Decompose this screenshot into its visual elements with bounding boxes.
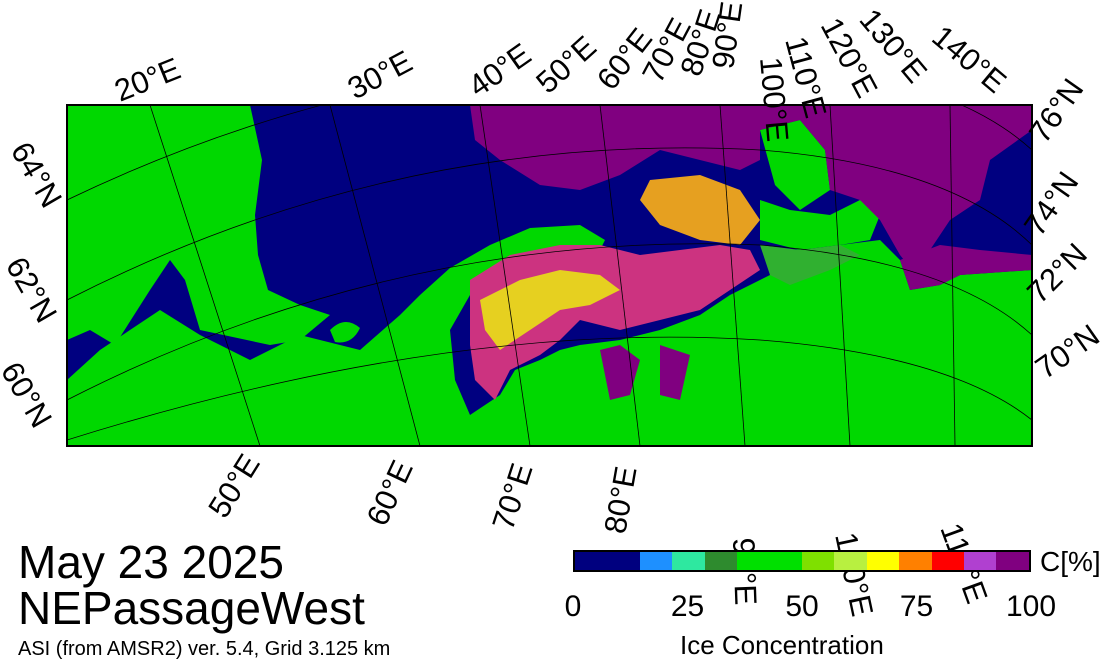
- colorbar-segment: [931, 552, 965, 570]
- date-title: May 23 2025: [18, 536, 284, 588]
- colorbar-tick-label: 25: [670, 590, 705, 623]
- colorbar-segment: [964, 552, 997, 570]
- bottom-longitude-label: 80°E: [597, 464, 643, 537]
- colorbar-segment: [607, 552, 640, 570]
- colorbar-segment: [834, 552, 867, 570]
- bottom-longitude-label: 50°E: [201, 448, 266, 524]
- colorbar-segment: [899, 552, 932, 570]
- land-taymyr: [760, 200, 880, 250]
- colorbar: [573, 550, 1031, 572]
- ice-mixed-center: [640, 175, 760, 245]
- colorbar-title: Ice Concentration: [680, 630, 884, 660]
- colorbar-tick-label: 100: [1005, 590, 1057, 623]
- top-longitude-label: 90°E: [705, 0, 749, 71]
- colorbar-tick-label: 75: [899, 590, 934, 623]
- colorbar-segment: [575, 552, 608, 570]
- colorbar-segment: [737, 552, 770, 570]
- land-scandinavia: [67, 105, 330, 345]
- top-longitude-label: 40°E: [462, 36, 537, 103]
- region-title: NEPassageWest: [18, 582, 365, 634]
- left-latitude-label: 60°N: [0, 356, 59, 433]
- top-longitude-label: 50°E: [529, 29, 603, 100]
- top-longitude-label: 140°E: [926, 19, 1013, 100]
- top-longitude-label: 100°E: [753, 56, 795, 144]
- right-latitude-label: 70°N: [1029, 317, 1106, 385]
- top-longitude-label: 30°E: [342, 44, 418, 107]
- bottom-longitude-label: 60°E: [360, 455, 420, 531]
- left-latitude-label: 64°N: [4, 136, 69, 213]
- colorbar-unit: C[%]: [1040, 546, 1101, 577]
- top-longitude-label: 20°E: [110, 51, 186, 109]
- ice-kara-yellow: [480, 270, 620, 350]
- colorbar-segment: [996, 552, 1029, 570]
- map-frame: [66, 104, 1033, 447]
- left-latitude-label: 62°N: [0, 251, 64, 328]
- ice-north: [470, 105, 1032, 280]
- colorbar-segment: [639, 552, 673, 570]
- colorbar-segment: [672, 552, 705, 570]
- land-severnaya: [760, 120, 830, 210]
- bottom-longitude-label: 100°E: [828, 529, 880, 619]
- colorbar-segment: [866, 552, 900, 570]
- source-note: ASI (from AMSR2) ver. 5.4, Grid 3.125 km: [18, 638, 391, 660]
- ice-green-fringe: [760, 245, 860, 285]
- colorbar-segment: [704, 552, 738, 570]
- ice-yenisei: [660, 345, 690, 400]
- colorbar-segment: [769, 552, 802, 570]
- bottom-longitude-label: 70°E: [485, 459, 539, 534]
- colorbar-segment: [801, 552, 835, 570]
- colorbar-tick-label: 50: [785, 590, 819, 623]
- colorbar-tick-label: 0: [564, 590, 582, 623]
- land-kanin: [330, 321, 360, 343]
